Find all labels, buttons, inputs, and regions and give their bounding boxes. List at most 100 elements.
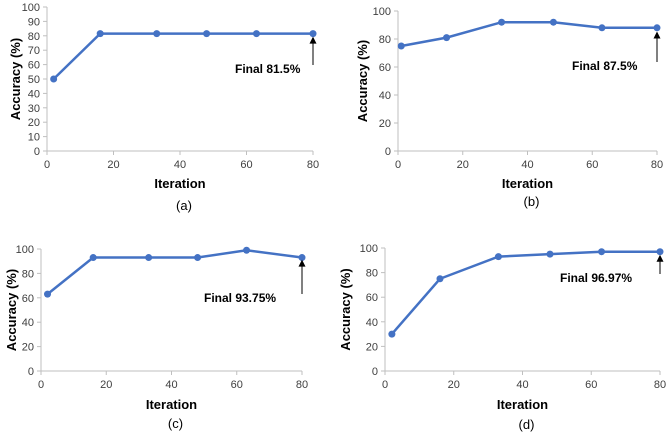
data-point xyxy=(89,254,97,262)
panel-caption: (d) xyxy=(519,417,535,432)
data-point xyxy=(494,253,502,261)
y-tick-label: 0 xyxy=(372,366,378,378)
series-line xyxy=(390,250,660,335)
y-tick-label: 0 xyxy=(34,146,40,158)
x-tick-label: 80 xyxy=(651,159,663,171)
chart-panel-b: 0 20 40 60 80 100 0 20 40 60 80 Accuracy (%) Iterati… xyxy=(355,6,663,209)
y-tick-label: 30 xyxy=(28,103,40,115)
y-tick-label: 80 xyxy=(379,34,391,46)
annotation-arrow-head xyxy=(653,31,661,39)
x-axis-title: Iteration xyxy=(502,176,553,191)
annotation-label: Final 96.97% xyxy=(560,271,632,285)
y-tick-label: 100 xyxy=(360,243,378,255)
y-axis-title: Accuracy (%) xyxy=(338,268,353,350)
y-tick-label: 80 xyxy=(366,268,378,280)
data-point xyxy=(96,30,104,38)
series-line xyxy=(401,20,657,48)
y-tick-label: 90 xyxy=(28,16,40,28)
annotation-label: Final 87.5% xyxy=(572,59,638,73)
panel-caption: (c) xyxy=(168,416,183,431)
y-tick-label: 40 xyxy=(366,317,378,329)
data-point xyxy=(397,42,405,50)
x-tick-label: 40 xyxy=(516,379,528,391)
data-point xyxy=(653,24,661,32)
y-tick-label: 70 xyxy=(28,45,40,57)
y-tick-label: 60 xyxy=(379,62,391,74)
data-point xyxy=(443,34,451,42)
x-tick-label: 60 xyxy=(585,379,597,391)
panel-caption: (b) xyxy=(524,194,540,209)
data-point xyxy=(153,30,161,38)
y-tick-label: 80 xyxy=(28,31,40,43)
y-tick-label: 20 xyxy=(28,117,40,129)
y-tick-label: 100 xyxy=(16,244,34,256)
annotation-arrow-head xyxy=(309,36,317,44)
data-point xyxy=(598,24,606,32)
series-line xyxy=(52,32,313,80)
x-axis-title: Iteration xyxy=(146,397,197,412)
x-tick-label: 0 xyxy=(382,379,388,391)
y-tick-label: 20 xyxy=(22,342,34,354)
y-axis-title: Accuracy (%) xyxy=(355,40,370,122)
y-tick-label: 100 xyxy=(373,6,391,18)
data-point xyxy=(298,254,306,262)
y-tick-label: 100 xyxy=(22,2,40,14)
data-point xyxy=(598,248,606,256)
data-point xyxy=(388,330,396,338)
x-tick-label: 60 xyxy=(586,159,598,171)
data-point xyxy=(145,254,153,262)
x-tick-label: 20 xyxy=(448,379,460,391)
annotation-label: Final 93.75% xyxy=(204,291,276,305)
data-point xyxy=(656,248,664,256)
x-tick-label: 40 xyxy=(165,379,177,391)
data-point xyxy=(243,246,251,254)
x-tick-label: 40 xyxy=(521,159,533,171)
x-tick-label: 40 xyxy=(174,159,186,171)
y-tick-label: 60 xyxy=(22,293,34,305)
annotation-label: Final 81.5% xyxy=(235,62,301,76)
y-tick-label: 20 xyxy=(366,341,378,353)
series-line xyxy=(46,248,303,296)
data-point xyxy=(252,30,260,38)
y-tick-label: 40 xyxy=(28,88,40,100)
x-tick-label: 0 xyxy=(44,159,50,171)
y-tick-label: 0 xyxy=(385,146,391,158)
annotation-arrow-head xyxy=(656,254,664,262)
y-tick-label: 10 xyxy=(28,132,40,144)
x-tick-label: 60 xyxy=(240,159,252,171)
y-tick-label: 40 xyxy=(22,317,34,329)
data-point xyxy=(436,275,444,283)
panel-caption: (a) xyxy=(176,198,192,213)
y-tick-label: 50 xyxy=(28,74,40,86)
y-tick-label: 60 xyxy=(28,60,40,72)
data-point xyxy=(50,75,58,83)
data-point xyxy=(194,254,202,262)
x-axis-title: Iteration xyxy=(154,176,205,191)
x-axis-title: Iteration xyxy=(497,397,548,412)
y-tick-label: 40 xyxy=(379,90,391,102)
x-tick-label: 80 xyxy=(296,379,308,391)
x-tick-label: 20 xyxy=(107,159,119,171)
x-tick-label: 60 xyxy=(231,379,243,391)
data-point xyxy=(203,30,211,38)
y-axis-title: Accuracy (%) xyxy=(8,38,23,120)
x-tick-label: 20 xyxy=(100,379,112,391)
data-point xyxy=(44,290,52,298)
data-point xyxy=(549,18,557,26)
chart-panel-d: 0 20 40 60 80 100 0 20 40 60 80 Accuracy (%) Iterati… xyxy=(338,243,666,432)
y-tick-label: 80 xyxy=(22,268,34,280)
x-tick-label: 0 xyxy=(395,159,401,171)
data-point xyxy=(309,30,317,38)
x-tick-label: 80 xyxy=(307,159,319,171)
y-tick-label: 0 xyxy=(28,366,34,378)
y-axis-title: Accuracy (%) xyxy=(4,269,19,351)
y-tick-label: 60 xyxy=(366,292,378,304)
annotation-arrow-head xyxy=(298,259,306,267)
data-point xyxy=(546,250,554,258)
x-tick-label: 80 xyxy=(654,379,666,391)
data-point xyxy=(498,18,506,26)
x-tick-label: 20 xyxy=(457,159,469,171)
x-tick-label: 0 xyxy=(38,379,44,391)
